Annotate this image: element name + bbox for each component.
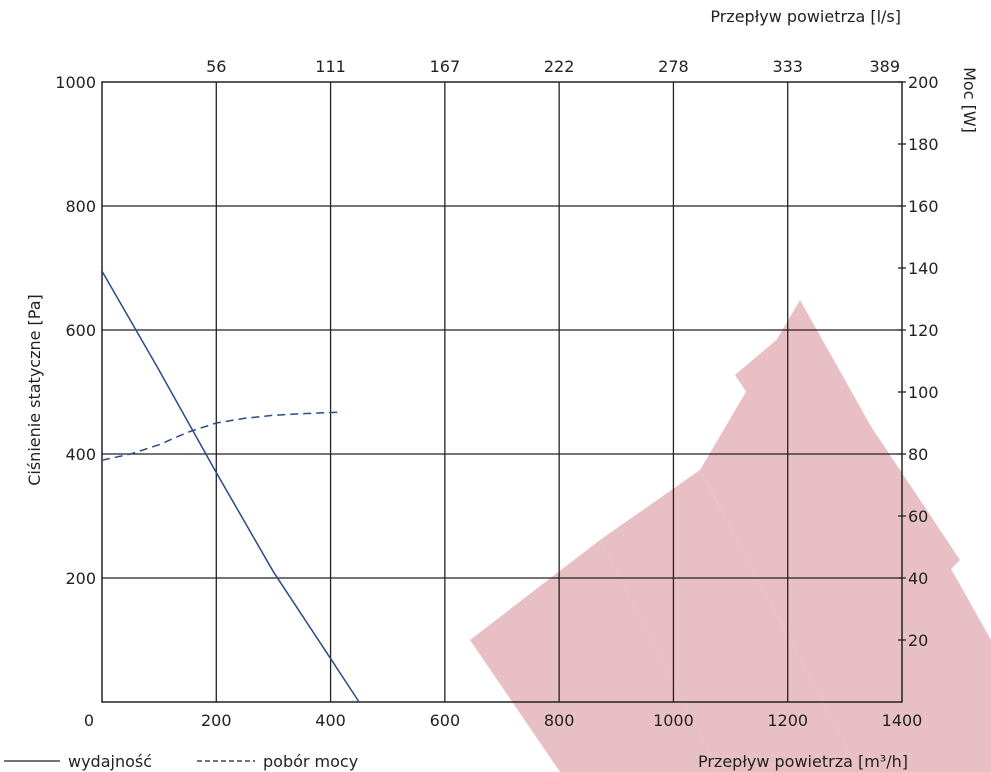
x-tick-label-top: 222 <box>544 57 575 76</box>
x-tick-label-bottom: 600 <box>430 711 461 730</box>
x-tick-label-top: 278 <box>658 57 689 76</box>
y-tick-label-left: 200 <box>65 569 96 588</box>
x-tick-label-bottom: 1000 <box>653 711 694 730</box>
y-tick-label-right: 20 <box>908 631 928 650</box>
series-layer <box>101 270 360 703</box>
y-tick-label-right: 160 <box>908 197 939 216</box>
legend-label-wydajnosc: wydajność <box>68 752 152 771</box>
x-tick-label-bottom: 800 <box>544 711 575 730</box>
y-tick-label-left: 600 <box>65 321 96 340</box>
watermark-shape <box>735 320 960 620</box>
y-tick-label-right: 180 <box>908 135 939 154</box>
y-tick-label-right: 200 <box>908 73 939 92</box>
watermark-logo <box>470 300 991 772</box>
y-tick-label-right: 140 <box>908 259 939 278</box>
y-tick-label-right: 80 <box>908 445 928 464</box>
y-ticks-right: 20 40 60 80 100 120 140 160 180 200 <box>898 73 939 650</box>
x-tick-label-bottom: 1200 <box>767 711 808 730</box>
x-tick-label-top: 389 <box>869 57 900 76</box>
watermark-shape <box>600 470 860 772</box>
x-tick-label-top: 111 <box>315 57 346 76</box>
x-tick-label-bottom: 0 <box>84 711 94 730</box>
x-axis-title-top: Przepływ powietrza [l/s] <box>710 7 901 26</box>
y-axis-title-left: Ciśnienie statyczne [Pa] <box>25 294 44 486</box>
x-tick-label-top: 333 <box>772 57 803 76</box>
x-ticks-top: 56 111 167 222 278 333 389 <box>206 57 900 76</box>
x-tick-label-bottom: 1400 <box>882 711 923 730</box>
x-tick-label-bottom: 200 <box>201 711 232 730</box>
y-tick-label-right: 100 <box>908 383 939 402</box>
x-tick-label-bottom: 400 <box>315 711 346 730</box>
watermark-shape <box>470 540 720 772</box>
y-axis-title-right: Moc [W] <box>960 67 979 133</box>
x-ticks-bottom: 0 200 400 600 800 1000 1200 1400 <box>84 711 923 730</box>
x-tick-label-top: 167 <box>430 57 461 76</box>
y-tick-label-right: 120 <box>908 321 939 340</box>
y-tick-label-left: 800 <box>65 197 96 216</box>
x-axis-title-bottom: Przepływ powietrza [m³/h] <box>698 752 908 771</box>
grid <box>102 82 902 702</box>
y-tick-label-left: 1000 <box>55 73 96 92</box>
y-tick-label-left: 400 <box>65 445 96 464</box>
legend-label-pobor-mocy: pobór mocy <box>263 752 358 771</box>
legend: wydajność pobór mocy <box>4 752 358 771</box>
x-tick-label-top: 56 <box>206 57 226 76</box>
series-line-wydajnosc <box>101 270 360 703</box>
y-tick-label-right: 40 <box>908 569 928 588</box>
y-tick-label-right: 60 <box>908 507 928 526</box>
series-line-pobor-mocy <box>101 411 343 461</box>
y-ticks-left: 200 400 600 800 1000 <box>55 73 96 588</box>
